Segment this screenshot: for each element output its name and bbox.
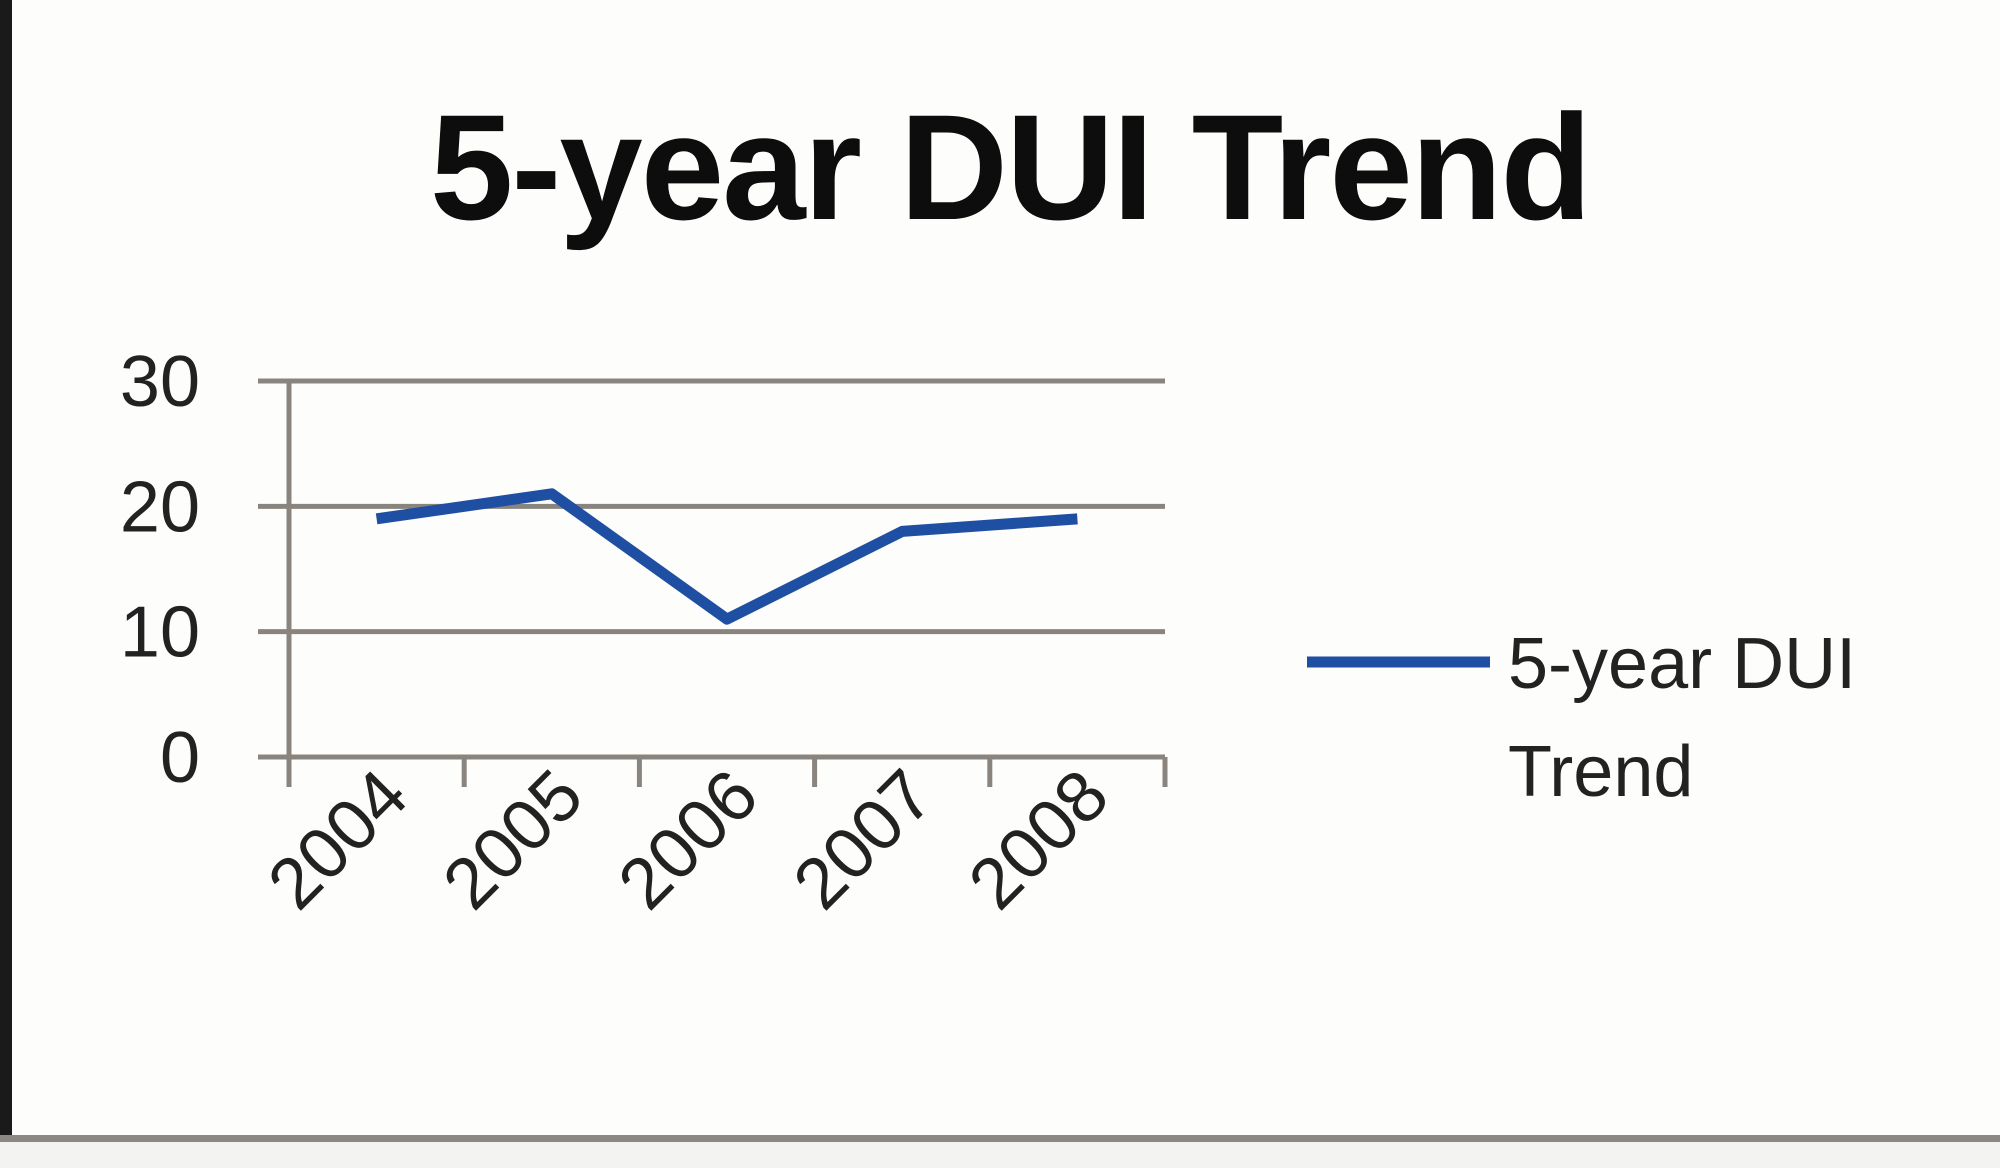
gridlines bbox=[258, 378, 1165, 635]
frame-bottom-border bbox=[0, 1135, 2000, 1142]
series bbox=[375, 488, 1078, 625]
x-tick-label: 2006 bbox=[603, 755, 773, 925]
x-tick-label: 2008 bbox=[954, 755, 1124, 925]
frame-bottom-strip bbox=[0, 1142, 2000, 1168]
y-tick-label: 0 bbox=[160, 718, 200, 798]
series-line bbox=[375, 488, 1078, 625]
x-tick-label: 2004 bbox=[253, 755, 423, 925]
frame-left-border bbox=[0, 0, 12, 1140]
x-tick-labels: 2004 2005 2006 2007 2008 bbox=[253, 755, 1124, 925]
legend-label: Trend bbox=[1508, 732, 1693, 812]
legend: 5-year DUI Trend bbox=[1307, 624, 1856, 812]
x-tick-label: 2007 bbox=[779, 755, 949, 925]
y-tick-label: 30 bbox=[120, 342, 200, 422]
chart-title: 5-year DUI Trend bbox=[429, 83, 1592, 251]
y-tick-labels: 0 10 20 30 bbox=[120, 342, 200, 798]
legend-label: 5-year DUI bbox=[1508, 624, 1856, 704]
y-tick-label: 20 bbox=[120, 467, 200, 547]
axes bbox=[258, 381, 1168, 787]
y-tick-label: 10 bbox=[120, 593, 200, 673]
x-tick-label: 2005 bbox=[428, 755, 598, 925]
